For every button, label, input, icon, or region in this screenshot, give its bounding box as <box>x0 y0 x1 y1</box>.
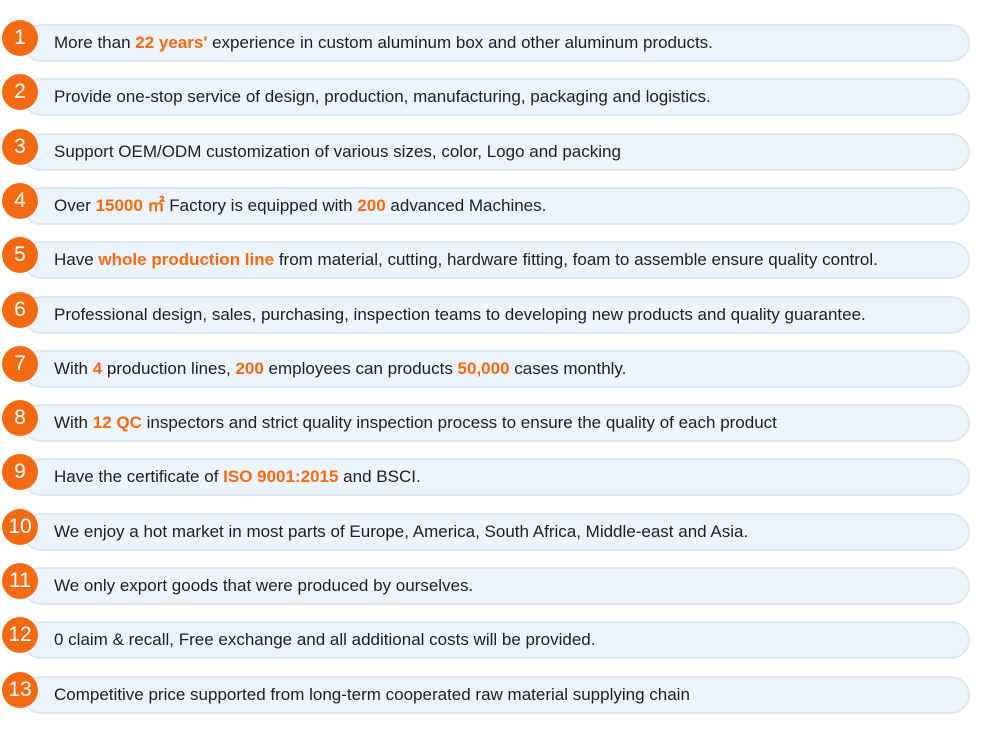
number-badge: 9 <box>2 454 38 490</box>
number-badge: 5 <box>2 237 38 273</box>
number-badge: 10 <box>2 509 38 545</box>
highlight-text: whole production line <box>98 250 275 269</box>
highlight-text: 22 years' <box>135 33 208 52</box>
list-item-text: Competitive price supported from long-te… <box>54 685 690 705</box>
number-badge: 8 <box>2 400 38 436</box>
plain-text: experience in custom aluminum box and ot… <box>207 33 713 52</box>
list-item: 12 0 claim & recall, Free exchange and al… <box>0 617 990 663</box>
highlight-text: 4 <box>92 359 103 378</box>
plain-text: production lines, <box>102 359 236 378</box>
plain-text: Have the certificate of <box>54 467 224 486</box>
highlight-text: 50,000 <box>457 359 510 378</box>
list-item-text: Have whole production line from material… <box>54 250 878 270</box>
list-item-text: Support OEM/ODM customization of various… <box>54 142 621 162</box>
list-item-text: Over 15000 ㎡ Factory is equipped with 20… <box>54 196 546 216</box>
number-badge: 7 <box>2 346 38 382</box>
list-item: 2 Provide one-stop service of design, pro… <box>0 74 990 120</box>
list-item-background <box>22 513 970 551</box>
list-item-background <box>22 241 970 279</box>
number-badge: 12 <box>2 617 38 653</box>
number-badge: 3 <box>2 129 38 165</box>
plain-text: Competitive price supported from long-te… <box>54 685 690 704</box>
list-item-background <box>22 350 970 388</box>
list-item-background <box>22 296 970 334</box>
list-item-text: With 12 QC inspectors and strict quality… <box>54 413 777 433</box>
list-item-background <box>22 187 970 225</box>
list-item: 3 Support OEM/ODM customization of variou… <box>0 129 990 175</box>
list-item: 1 More than 22 years' experience in custo… <box>0 20 990 66</box>
list-item-text: We only export goods that were produced … <box>54 576 473 596</box>
plain-text: Factory is equipped with <box>164 196 358 215</box>
number-badge: 13 <box>2 672 38 708</box>
list-item-text: Have the certificate of ISO 9001:2015 an… <box>54 467 421 487</box>
plain-text: Have <box>54 250 99 269</box>
plain-text: employees can products <box>263 359 458 378</box>
plain-text: Over <box>54 196 96 215</box>
list-item-background <box>22 676 970 714</box>
list-item-background <box>22 621 970 659</box>
list-item: 5 Have whole production line from materia… <box>0 237 990 283</box>
plain-text: We enjoy a hot market in most parts of E… <box>54 522 749 541</box>
highlight-text: 200 <box>235 359 264 378</box>
list-item-text: Provide one-stop service of design, prod… <box>54 87 711 107</box>
list-item-text: With 4 production lines, 200 employees c… <box>54 359 626 379</box>
plain-text: With <box>54 413 93 432</box>
list-item-background <box>22 404 970 442</box>
list-item: 11 We only export goods that were produce… <box>0 563 990 609</box>
plain-text: Support OEM/ODM customization of various… <box>54 142 621 161</box>
list-item-background <box>22 567 970 605</box>
list-item: 7 With 4 production lines, 200 employees … <box>0 346 990 392</box>
number-badge: 4 <box>2 183 38 219</box>
highlight-text: 200 <box>357 196 386 215</box>
list-item: 4 Over 15000 ㎡ Factory is equipped with 2… <box>0 183 990 229</box>
number-badge: 11 <box>2 563 38 599</box>
plain-text: With <box>54 359 93 378</box>
plain-text: More than <box>54 33 136 52</box>
list-item-text: More than 22 years' experience in custom… <box>54 33 713 53</box>
plain-text: cases monthly. <box>509 359 627 378</box>
number-badge: 1 <box>2 20 38 56</box>
highlight-text: ISO 9001:2015 <box>223 467 339 486</box>
list-item: 10 We enjoy a hot market in most parts of… <box>0 509 990 555</box>
number-badge: 6 <box>2 292 38 328</box>
plain-text: We only export goods that were produced … <box>54 576 474 595</box>
plain-text: from material, cutting, hardware fitting… <box>274 250 878 269</box>
list-item-text: 0 claim & recall, Free exchange and all … <box>54 630 595 650</box>
list-item-background <box>22 133 970 171</box>
list-item-background <box>22 78 970 116</box>
plain-text: Professional design, sales, purchasing, … <box>54 305 866 324</box>
list-item: 9 Have the certificate of ISO 9001:2015 a… <box>0 454 990 500</box>
list-item: 13 Competitive price supported from long-… <box>0 672 990 718</box>
plain-text: inspectors and strict quality inspection… <box>141 413 777 432</box>
list-item-text: Professional design, sales, purchasing, … <box>54 305 866 325</box>
highlight-text: 15000 ㎡ <box>95 196 165 215</box>
plain-text: 0 claim & recall, Free exchange and all … <box>54 630 596 649</box>
plain-text: Provide one-stop service of design, prod… <box>54 87 711 106</box>
plain-text: and BSCI. <box>338 467 421 486</box>
plain-text: advanced Machines. <box>385 196 547 215</box>
list-item: 6 Professional design, sales, purchasing,… <box>0 292 990 338</box>
list-item: 8 With 12 QC inspectors and strict qualit… <box>0 400 990 446</box>
highlight-text: 12 QC <box>92 413 142 432</box>
list-item-text: We enjoy a hot market in most parts of E… <box>54 522 748 542</box>
number-badge: 2 <box>2 74 38 110</box>
list-item-background <box>22 24 970 62</box>
